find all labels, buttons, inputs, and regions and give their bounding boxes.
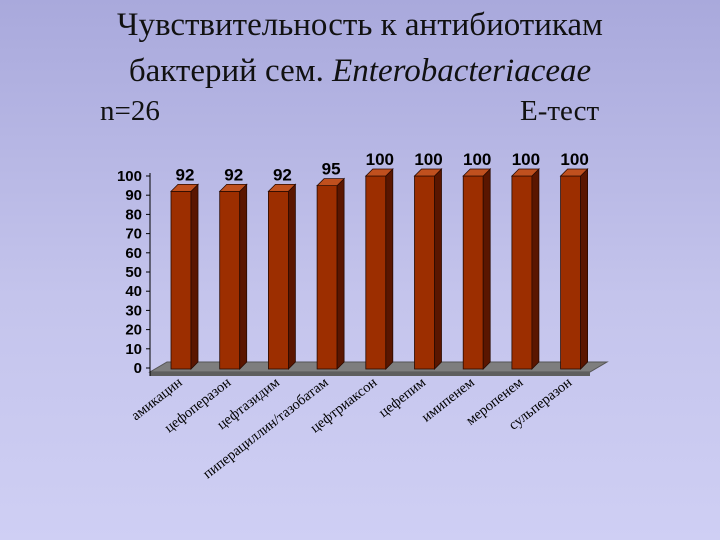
bar-side bbox=[482, 168, 491, 370]
data-label: 92 bbox=[224, 165, 243, 184]
y-tick-label: 10 bbox=[125, 341, 142, 358]
sample-size-label: n=26 bbox=[100, 95, 160, 127]
y-tick-label: 20 bbox=[125, 322, 142, 339]
method-label: Е-тест bbox=[520, 95, 600, 127]
bar bbox=[219, 190, 241, 370]
bar-top bbox=[462, 168, 492, 177]
chart-floor-edge bbox=[150, 372, 590, 376]
data-label: 92 bbox=[273, 165, 292, 184]
data-label: 92 bbox=[176, 165, 195, 184]
bar bbox=[462, 175, 484, 370]
bar-top bbox=[170, 183, 199, 192]
title-line-1: Чувствительность к антибиотикам bbox=[117, 7, 603, 43]
bar-side bbox=[239, 183, 248, 370]
bar-side bbox=[190, 183, 199, 370]
bar-side bbox=[385, 168, 394, 370]
bar bbox=[170, 190, 192, 370]
bar bbox=[414, 175, 435, 370]
data-label: 100 bbox=[414, 150, 442, 169]
bar-top bbox=[559, 168, 589, 177]
y-tick-label: 100 bbox=[117, 168, 142, 185]
y-tick-label: 30 bbox=[125, 302, 142, 319]
bar-top bbox=[218, 183, 248, 192]
bar bbox=[560, 175, 581, 370]
bar bbox=[365, 175, 387, 370]
y-tick-label: 90 bbox=[125, 187, 142, 204]
data-label: 100 bbox=[512, 150, 540, 169]
title-line-2-prefix: бактерий сем. bbox=[128, 53, 333, 89]
bar-side bbox=[531, 168, 540, 370]
title-line-2: бактерий сем. Enterobacteriaceae bbox=[0, 48, 720, 94]
bar-side bbox=[336, 177, 345, 370]
bar-top bbox=[316, 178, 346, 187]
bar-top bbox=[510, 168, 540, 177]
y-tick-label: 70 bbox=[125, 226, 142, 243]
bar bbox=[316, 185, 338, 370]
bar-side bbox=[434, 168, 442, 370]
y-tick-label: 60 bbox=[125, 245, 142, 262]
bar-top bbox=[267, 183, 297, 192]
data-label: 100 bbox=[366, 150, 394, 169]
y-tick-label: 40 bbox=[125, 283, 142, 300]
title-line-2-taxon: Enterobacteriaceae bbox=[332, 53, 592, 89]
data-label: 95 bbox=[322, 160, 341, 179]
bar-side bbox=[287, 183, 296, 370]
y-tick-label: 80 bbox=[125, 206, 142, 223]
bar-side bbox=[580, 168, 588, 370]
y-tick-label: 0 bbox=[134, 360, 142, 377]
bar bbox=[267, 190, 289, 370]
bar bbox=[511, 175, 533, 370]
data-label: 100 bbox=[560, 150, 588, 169]
data-label: 100 bbox=[463, 150, 491, 169]
y-tick-label: 50 bbox=[125, 264, 142, 281]
slide-title: Чувствительность к антибиотикам бактерий… bbox=[0, 2, 720, 94]
bar-top bbox=[413, 168, 443, 177]
bar-top bbox=[364, 168, 394, 177]
